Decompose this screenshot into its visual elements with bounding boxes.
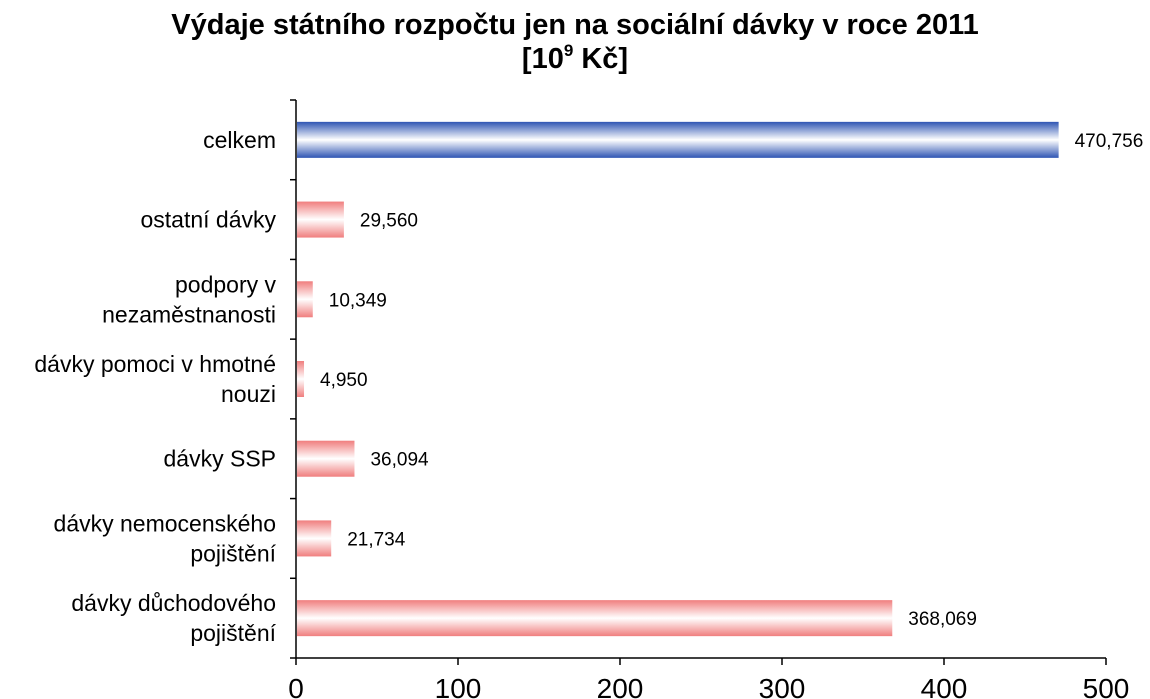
chart-title: Výdaje státního rozpočtu jen na sociální… bbox=[0, 8, 1150, 76]
category-label-line: dávky SSP bbox=[164, 446, 277, 472]
unit-prefix: [10 bbox=[521, 43, 564, 75]
data-label: 368,069 bbox=[908, 609, 977, 630]
category-label: podpory v nezaměstnanosti bbox=[102, 271, 276, 327]
x-tick-label: 400 bbox=[921, 673, 968, 699]
bar bbox=[297, 281, 313, 318]
bar bbox=[297, 201, 344, 238]
bars-group bbox=[297, 121, 1059, 637]
category-label: dávky SSP bbox=[164, 446, 277, 472]
category-label-line: nouzi bbox=[221, 381, 276, 407]
category-label: dávky nemocenského pojištění bbox=[54, 510, 277, 566]
bar bbox=[297, 121, 1059, 158]
x-tick-label: 500 bbox=[1083, 673, 1130, 699]
chart-title-line1: Výdaje státního rozpočtu jen na sociální… bbox=[171, 9, 979, 41]
data-label: 4,950 bbox=[320, 370, 368, 391]
data-label: 29,560 bbox=[360, 211, 418, 232]
category-label-line: pojištění bbox=[190, 620, 276, 646]
category-label-line: podpory v bbox=[175, 271, 277, 297]
category-label-line: pojištění bbox=[190, 540, 276, 566]
unit-exponent: 9 bbox=[563, 41, 574, 60]
x-tick-label: 0 bbox=[288, 673, 304, 699]
category-label-line: celkem bbox=[203, 127, 276, 153]
category-label-line: dávky pomoci v hmotné bbox=[34, 351, 276, 377]
category-label-line: nezaměstnanosti bbox=[102, 301, 276, 327]
bar bbox=[297, 600, 893, 637]
x-tick-label: 300 bbox=[759, 673, 806, 699]
data-label: 21,734 bbox=[347, 529, 406, 550]
category-label-line: ostatní dávky bbox=[140, 207, 276, 233]
category-label: ostatní dávky bbox=[140, 207, 276, 233]
labels-group: 470,756 celkem 29,560 ostatní dávky 10,349 po… bbox=[34, 127, 1143, 646]
bar bbox=[297, 520, 332, 557]
category-label: celkem bbox=[203, 127, 276, 153]
category-label-line: dávky důchodového bbox=[71, 590, 276, 616]
x-tick-label: 100 bbox=[435, 673, 482, 699]
category-label-line: dávky nemocenského bbox=[54, 510, 276, 536]
category-label: dávky důchodového pojištění bbox=[71, 590, 276, 646]
x-tick-label: 200 bbox=[597, 673, 644, 699]
unit-suffix: Kč] bbox=[573, 43, 629, 75]
chart-title-unit: [109 Kč] bbox=[0, 42, 1150, 76]
data-label: 10,349 bbox=[329, 290, 387, 311]
bar bbox=[297, 440, 355, 477]
category-label: dávky pomoci v hmotné nouzi bbox=[34, 351, 276, 407]
bar bbox=[297, 361, 305, 397]
axes: 0 100 200 300 400 500 bbox=[288, 99, 1130, 699]
data-label: 36,094 bbox=[370, 450, 429, 471]
data-label: 470,756 bbox=[1075, 131, 1144, 152]
